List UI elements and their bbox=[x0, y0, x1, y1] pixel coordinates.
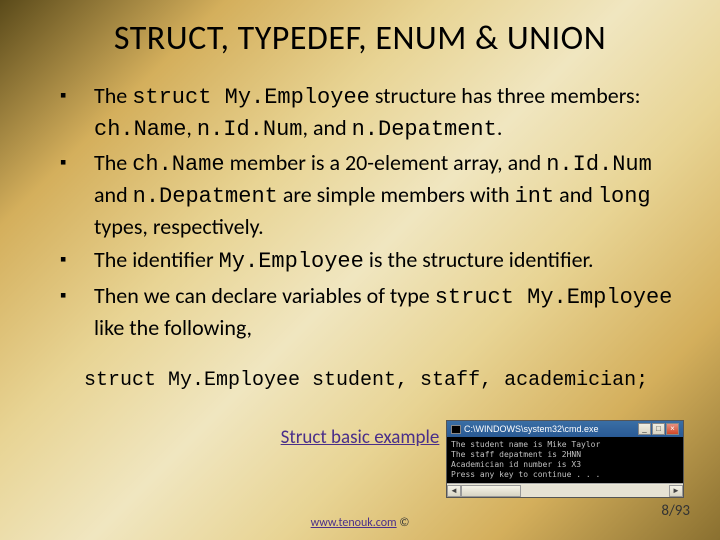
cmd-titlebar: C:\WINDOWS\system32\cmd.exe _ □ × bbox=[447, 421, 683, 437]
text: structure has three members: bbox=[370, 82, 641, 109]
code-text: n.Depatment bbox=[352, 117, 497, 142]
text: types, respectively. bbox=[94, 213, 264, 240]
text: like the following, bbox=[94, 314, 252, 341]
cmd-output: The student name is Mike Taylor The staf… bbox=[447, 437, 683, 483]
example-link[interactable]: Struct basic example bbox=[281, 426, 440, 449]
bullet-item: The identifier My.Employee is the struct… bbox=[60, 245, 678, 277]
cmd-title-text: C:\WINDOWS\system32\cmd.exe bbox=[464, 424, 599, 434]
text: is the structure identifier. bbox=[364, 246, 594, 273]
code-text: ch.Name bbox=[132, 152, 224, 177]
bullet-item: Then we can declare variables of type st… bbox=[60, 281, 678, 342]
code-declaration: struct My.Employee student, staff, acade… bbox=[84, 369, 678, 392]
cmd-icon bbox=[451, 425, 461, 434]
text: . bbox=[497, 114, 503, 141]
footer: www.tenouk.com © bbox=[0, 516, 720, 530]
text: The identifier bbox=[94, 246, 219, 273]
code-text: n.Depatment bbox=[133, 184, 278, 209]
scroll-left-icon[interactable]: ◄ bbox=[447, 485, 461, 497]
text: and bbox=[94, 181, 133, 208]
bullet-item: The ch.Name member is a 20-element array… bbox=[60, 148, 678, 241]
bullet-item: The struct My.Employee structure has thr… bbox=[60, 81, 678, 144]
code-text: My.Employee bbox=[219, 249, 364, 274]
close-button[interactable]: × bbox=[666, 423, 679, 435]
text: and bbox=[554, 181, 598, 208]
bullet-list: The struct My.Employee structure has thr… bbox=[42, 81, 678, 343]
maximize-button[interactable]: □ bbox=[652, 423, 665, 435]
scroll-thumb[interactable] bbox=[461, 485, 521, 497]
cmd-scrollbar[interactable]: ◄ ► bbox=[447, 483, 683, 497]
minimize-button[interactable]: _ bbox=[638, 423, 651, 435]
footer-url-link[interactable]: www.tenouk.com bbox=[311, 516, 397, 530]
text: Then we can declare variables of type bbox=[94, 282, 435, 309]
text: The bbox=[94, 149, 132, 176]
text: , bbox=[186, 114, 196, 141]
code-text: int bbox=[515, 184, 555, 209]
text: are simple members with bbox=[278, 181, 515, 208]
code-text: long bbox=[598, 184, 651, 209]
slide-title: STRUCT, TYPEDEF, ENUM & UNION bbox=[42, 18, 678, 59]
text: member is a 20-element array, and bbox=[225, 149, 547, 176]
footer-suffix: © bbox=[397, 516, 410, 530]
page-number: 8/93 bbox=[661, 502, 690, 520]
code-text: struct My.Employee bbox=[132, 85, 370, 110]
code-text: struct My.Employee bbox=[435, 285, 673, 310]
code-text: n.Id.Num bbox=[546, 152, 652, 177]
code-text: ch.Name bbox=[94, 117, 186, 142]
text: The bbox=[94, 82, 132, 109]
text: , and bbox=[303, 114, 352, 141]
scroll-track[interactable] bbox=[461, 485, 669, 497]
code-text: n.Id.Num bbox=[197, 117, 303, 142]
cmd-window: C:\WINDOWS\system32\cmd.exe _ □ × The st… bbox=[446, 420, 684, 498]
scroll-right-icon[interactable]: ► bbox=[669, 485, 683, 497]
